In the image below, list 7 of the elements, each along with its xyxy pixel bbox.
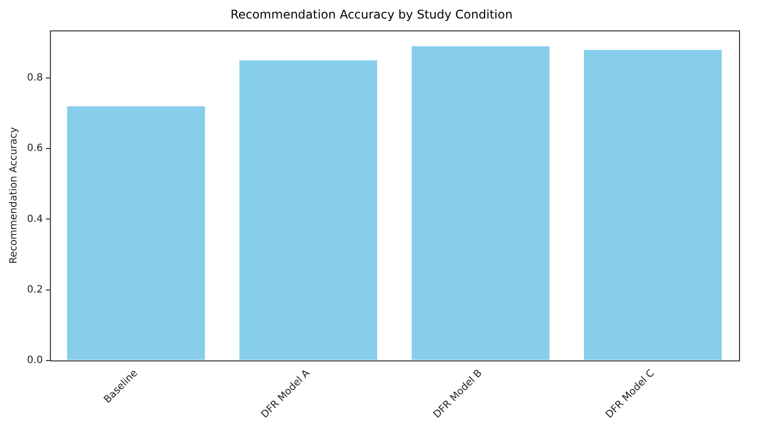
y-tick-label: 0.8 — [26, 72, 43, 84]
chart-title: Recommendation Accuracy by Study Condition — [230, 7, 513, 22]
y-axis-title: Recommendation Accuracy — [8, 126, 20, 264]
y-tick-label: 0.4 — [26, 214, 43, 225]
y-tick-label: 0.0 — [26, 355, 43, 366]
y-tick-label: 0.2 — [26, 284, 43, 296]
y-tick-label: 0.6 — [26, 143, 43, 154]
